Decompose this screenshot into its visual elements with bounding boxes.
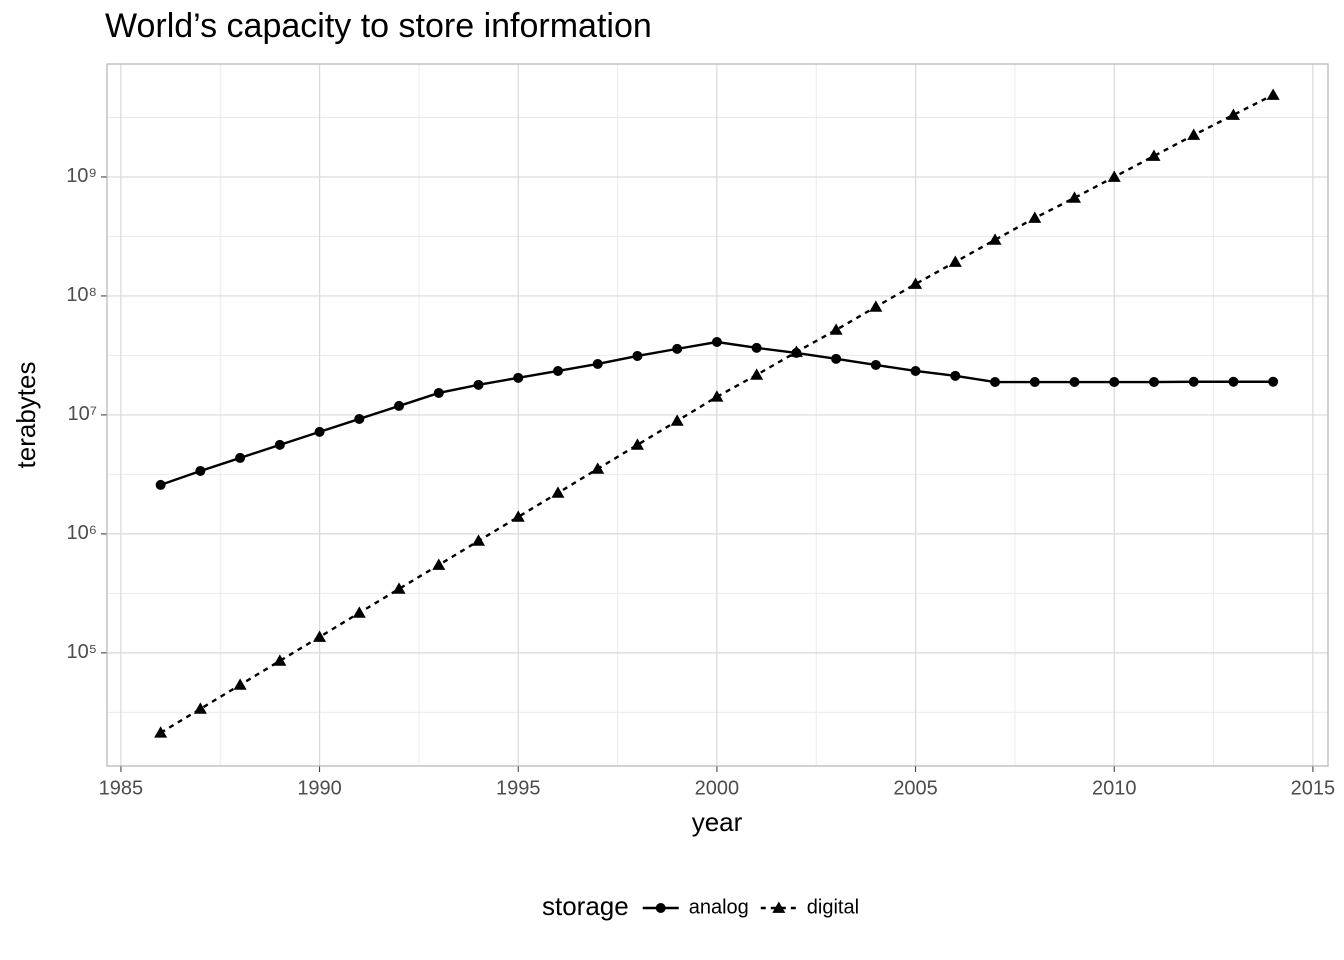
x-tick-label: 1995	[496, 777, 541, 799]
point	[670, 414, 684, 426]
point	[1266, 88, 1280, 100]
point	[1228, 376, 1239, 387]
point	[1109, 377, 1120, 388]
point	[473, 379, 484, 390]
y-tick-label: 10⁹	[66, 165, 97, 187]
legend-key-marker	[655, 903, 666, 913]
point	[274, 439, 285, 450]
point	[352, 606, 366, 618]
point	[273, 654, 287, 666]
point	[990, 377, 1001, 388]
point	[591, 462, 605, 474]
series-line	[160, 93, 1274, 734]
x-tick-label: 2000	[695, 777, 740, 799]
point	[750, 368, 764, 380]
point	[829, 323, 843, 335]
point	[155, 479, 166, 490]
y-tick-label: 10⁸	[66, 284, 97, 306]
y-tick-label: 10⁵	[66, 641, 97, 663]
y-tick-label: 10⁶	[67, 522, 97, 544]
point	[1226, 108, 1240, 120]
point	[592, 358, 603, 369]
point	[314, 426, 325, 437]
x-tick-label: 1990	[297, 777, 342, 799]
point	[511, 510, 525, 522]
legend-title: storage	[542, 891, 629, 921]
x-axis-title: year	[692, 807, 743, 837]
legend: storage analog digital	[542, 891, 859, 921]
point	[551, 486, 565, 498]
y-axis-title: terabytes	[11, 362, 41, 469]
legend-label: digital	[807, 896, 859, 918]
point	[948, 255, 962, 267]
point	[1187, 128, 1201, 140]
point	[195, 465, 206, 476]
x-tick-label: 2005	[893, 777, 938, 799]
point	[1107, 170, 1121, 182]
point	[909, 277, 923, 289]
panel-border	[106, 63, 1329, 767]
point	[1029, 377, 1040, 388]
point	[354, 413, 365, 424]
point	[235, 452, 246, 463]
point	[1268, 376, 1279, 387]
point	[869, 300, 883, 312]
point	[910, 365, 921, 376]
point	[313, 630, 327, 642]
point	[710, 390, 724, 402]
point	[630, 438, 644, 450]
point	[1188, 376, 1199, 387]
point	[789, 345, 803, 357]
point	[154, 726, 168, 738]
point	[672, 343, 683, 354]
point	[1148, 377, 1159, 388]
point	[1147, 149, 1161, 161]
point	[394, 400, 405, 411]
point	[392, 582, 406, 594]
legend-key-marker	[772, 901, 786, 913]
point	[233, 678, 247, 690]
point	[513, 372, 524, 383]
x-tick-label: 2015	[1291, 777, 1336, 799]
x-tick-label: 1985	[99, 777, 144, 799]
point	[433, 387, 444, 398]
point	[1068, 191, 1082, 203]
chart-title: World’s capacity to store information	[105, 7, 652, 45]
point	[950, 370, 961, 381]
legend-label: analog	[689, 896, 749, 918]
point	[711, 337, 722, 348]
point	[1028, 211, 1042, 223]
point	[1069, 377, 1080, 388]
point	[831, 353, 842, 364]
y-tick-label: 10⁷	[68, 403, 97, 425]
point	[870, 359, 881, 370]
point	[472, 534, 486, 546]
x-tick-label: 2010	[1092, 777, 1137, 799]
point	[988, 233, 1002, 245]
point	[193, 702, 207, 714]
point	[552, 365, 563, 376]
point	[632, 350, 643, 361]
point	[432, 558, 446, 570]
point	[751, 342, 762, 353]
